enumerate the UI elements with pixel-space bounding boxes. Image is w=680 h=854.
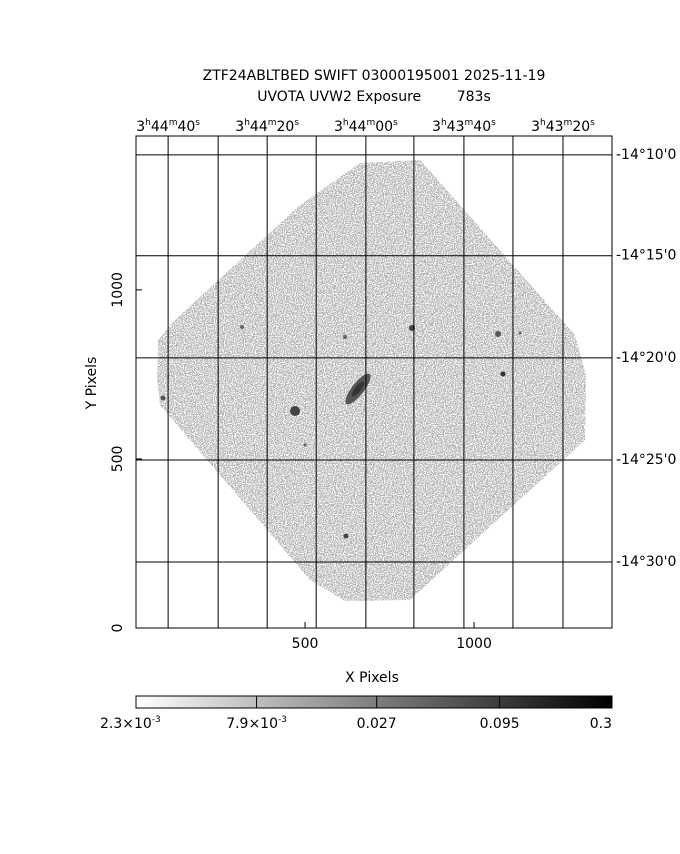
dec-tick-label: -14°15'0 (616, 248, 676, 264)
x-axis-label: X Pixels (345, 670, 399, 686)
y-tick-label: 0 (110, 624, 126, 633)
ra-tick-label: 3h44m40s (136, 118, 200, 136)
colorbar (135, 695, 613, 709)
ra-tick-label: 3h43m20s (531, 118, 595, 136)
dec-tick-label: -14°25'0 (616, 452, 676, 468)
plot-frame (135, 135, 613, 629)
x-tick-label: 1000 (456, 636, 492, 652)
image-field (157, 160, 586, 601)
colorbar-tick-label: 2.3×10-3 (100, 715, 161, 733)
chart-title: ZTF24ABLTBED SWIFT 03000195001 2025-11-1… (203, 68, 546, 84)
colorbar-tick-label: 0.3 (590, 716, 612, 732)
x-tick-label: 500 (292, 636, 319, 652)
chart-subtitle: UVOTA UVW2 Exposure 783s (257, 89, 491, 105)
colorbar-tick-label: 7.9×10-3 (226, 715, 287, 733)
colorbar-tick-label: 0.095 (480, 716, 520, 732)
colorbar-tick-label: 0.027 (357, 716, 397, 732)
dec-tick-label: -14°30'0 (616, 554, 676, 570)
y-tick-label: 500 (110, 446, 126, 473)
dec-tick-label: -14°20'0 (616, 350, 676, 366)
ra-tick-label: 3h43m40s (432, 118, 496, 136)
ra-tick-label: 3h44m00s (334, 118, 398, 136)
y-axis-label: Y Pixels (84, 357, 100, 411)
ra-tick-label: 3h44m20s (235, 118, 299, 136)
y-tick-label: 1000 (110, 272, 126, 308)
dec-tick-label: -14°10'0 (616, 147, 676, 163)
